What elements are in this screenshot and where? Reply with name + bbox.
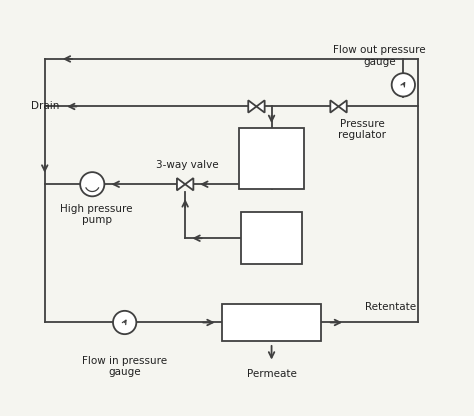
Text: Permeate: Permeate [246,369,297,379]
Polygon shape [338,100,347,113]
Text: Flow out pressure
gauge: Flow out pressure gauge [333,45,426,67]
Polygon shape [177,178,185,191]
Polygon shape [330,100,338,113]
Circle shape [113,311,137,334]
Text: Ionized
water
bottle: Ionized water bottle [253,222,290,255]
Bar [239,128,304,188]
Text: Feed
tank: Feed tank [259,148,284,169]
Text: Flow in pressure
gauge: Flow in pressure gauge [82,356,167,377]
Text: 3-way valve: 3-way valve [156,161,219,171]
Text: Drain: Drain [31,102,60,111]
Polygon shape [185,178,193,191]
Polygon shape [256,100,264,113]
Circle shape [392,73,415,97]
Polygon shape [248,100,256,113]
Bar [241,212,302,264]
Circle shape [80,172,104,196]
Text: Pressure
regulator: Pressure regulator [338,119,386,140]
Bar [222,304,321,341]
Text: Retentate: Retentate [365,302,416,312]
Text: Membrane Cell: Membrane Cell [232,317,311,327]
Text: High pressure
pump: High pressure pump [60,204,133,225]
